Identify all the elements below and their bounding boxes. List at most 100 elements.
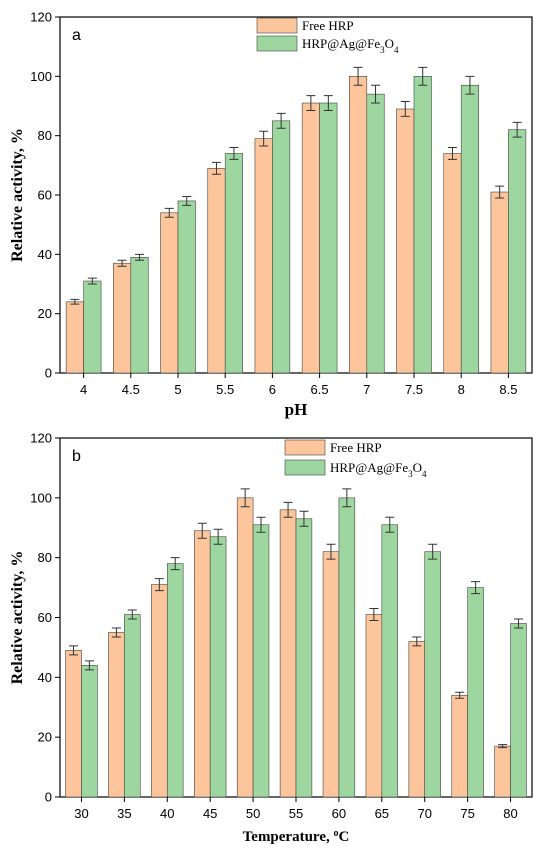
bar-free-hrp (194, 530, 211, 798)
legend-swatch-free-hrp (284, 439, 326, 456)
error-bar (213, 528, 223, 545)
error-bar (211, 161, 221, 175)
y-tick-label: 120 (30, 431, 52, 446)
legend-a: Free HRP HRP@Ag@Fe3O4 (256, 17, 399, 55)
bar-free-hrp (279, 509, 297, 798)
error-bar (512, 121, 522, 138)
bar-hrp-ag-fe3o4 (460, 84, 479, 374)
chart-panel-b: 0 20 40 60 80 100 120 30 35 40 45 50 55 60 65 70 75 80 b… (9, 431, 533, 846)
x-axis-b: 30 35 40 45 50 55 60 65 70 75 80 (74, 797, 518, 821)
error-bar (323, 95, 333, 111)
bar-hrp-ag-fe3o4 (319, 102, 338, 374)
x-tick-label: 60 (332, 806, 346, 821)
x-axis-title-a: pH (285, 400, 308, 419)
x-tick-label: 6 (269, 382, 276, 397)
bar-free-hrp (451, 694, 468, 798)
bar-hrp-ag-fe3o4 (130, 256, 149, 374)
error-bar (154, 578, 164, 592)
x-tick-label: 8.5 (499, 382, 517, 397)
x-tick-label: 4.5 (122, 382, 140, 397)
bars-b (65, 488, 527, 798)
error-bar (182, 195, 192, 206)
bar-free-hrp (160, 212, 179, 374)
x-tick-label: 5.5 (216, 382, 234, 397)
bar-free-hrp (494, 745, 511, 798)
error-bar (229, 147, 239, 160)
error-bar (117, 259, 127, 267)
x-tick-label: 55 (289, 806, 303, 821)
bar-hrp-ag-fe3o4 (81, 665, 98, 798)
legend-swatch-free-hrp (256, 17, 298, 34)
bar-hrp-ag-fe3o4 (295, 518, 313, 798)
error-bar (447, 147, 457, 160)
x-tick-label: 50 (246, 806, 260, 821)
x-tick-label: 35 (117, 806, 131, 821)
y-tick-label: 60 (38, 610, 52, 625)
bars-a (65, 66, 527, 374)
error-bar (513, 618, 523, 629)
bar-free-hrp (408, 641, 426, 798)
bar-hrp-ag-fe3o4 (124, 614, 141, 798)
error-bar (342, 488, 352, 508)
legend-b: Free HRP HRP@Ag@Fe3O4 (284, 439, 427, 479)
panel-label-a: a (72, 27, 81, 44)
legend-swatch-hrp-ag-fe3o4 (284, 459, 326, 476)
y-tick-label: 100 (30, 490, 52, 505)
bar-free-hrp (322, 551, 340, 798)
bar-free-hrp (490, 191, 509, 374)
x-tick-label: 7.5 (405, 382, 423, 397)
chart-panel-a: 0 20 40 60 80 100 120 4 4.5 5 5.5 6 6.5 7 7.5 8 8.5 a R… (9, 10, 533, 419)
x-tick-label: 6.5 (311, 382, 329, 397)
x-tick-label: 7 (363, 382, 370, 397)
x-axis-a: 4 4.5 5 5.5 6 6.5 7 7.5 8 8.5 (80, 373, 517, 397)
bar-free-hrp (301, 102, 320, 374)
bar-hrp-ag-fe3o4 (413, 76, 432, 374)
y-tick-label: 80 (38, 550, 52, 565)
x-tick-label: 5 (174, 382, 181, 397)
bar-hrp-ag-fe3o4 (252, 524, 270, 798)
y-tick-label: 80 (38, 128, 52, 143)
legend-label-hrp-ag-fe3o4: HRP@Ag@Fe3O4 (302, 36, 399, 55)
legend-label-free-hrp: Free HRP (330, 440, 382, 455)
bar-free-hrp (151, 584, 168, 798)
bar-hrp-ag-fe3o4 (338, 497, 356, 798)
bar-hrp-ag-fe3o4 (366, 93, 385, 374)
bar-free-hrp (396, 108, 415, 374)
error-bar (87, 277, 97, 285)
bar-free-hrp (113, 262, 132, 374)
bar-hrp-ag-fe3o4 (166, 563, 184, 798)
bar-hrp-ag-fe3o4 (467, 587, 484, 798)
y-axis-a: 0 20 40 60 80 100 120 (30, 10, 60, 381)
bar-hrp-ag-fe3o4 (224, 153, 243, 374)
bar-hrp-ag-fe3o4 (381, 524, 398, 798)
bar-hrp-ag-fe3o4 (272, 120, 291, 374)
y-axis-title-b: Relative activity, % (9, 551, 26, 685)
bar-free-hrp (108, 632, 125, 798)
bar-hrp-ag-fe3o4 (508, 129, 527, 374)
error-bar (197, 522, 207, 539)
error-bar (299, 510, 309, 527)
error-bar (69, 645, 79, 656)
error-bar (495, 185, 505, 199)
error-bar (259, 130, 269, 147)
error-bar (170, 557, 180, 571)
error-bar (369, 608, 379, 621)
bar-free-hrp (365, 614, 383, 798)
legend-swatch-hrp-ag-fe3o4 (256, 35, 298, 52)
bar-free-hrp (207, 168, 226, 374)
error-bar (164, 207, 174, 218)
y-tick-label: 60 (38, 188, 52, 203)
error-bar (135, 253, 145, 261)
y-axis-b: 0 20 40 60 80 100 120 (30, 431, 60, 805)
error-bar (127, 609, 137, 620)
x-axis-title-b: Temperature, oC (243, 828, 350, 846)
x-tick-label: 45 (203, 806, 217, 821)
y-tick-label: 100 (30, 69, 52, 84)
bar-hrp-ag-fe3o4 (83, 280, 102, 374)
error-bar (306, 95, 316, 111)
y-tick-label: 120 (30, 10, 52, 25)
error-bar (465, 75, 475, 95)
x-tick-label: 40 (160, 806, 174, 821)
bar-free-hrp (254, 138, 273, 374)
